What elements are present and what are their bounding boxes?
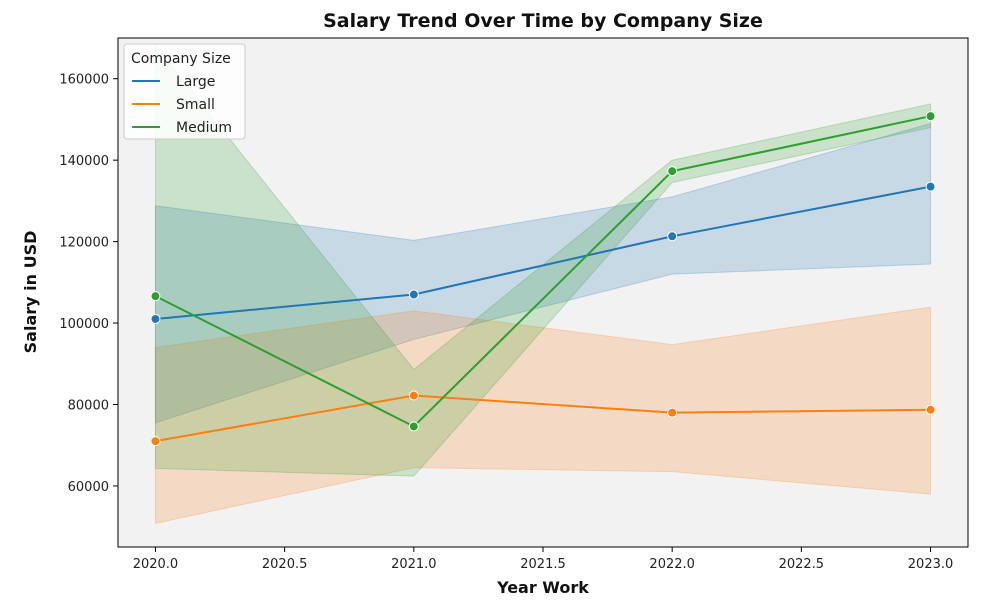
series-lines (155, 115, 931, 443)
y-axis: 60000 80000 100000 120000 140000 160000 (59, 73, 118, 495)
y-tick-label: 100000 (59, 317, 109, 332)
data-point-large (408, 289, 419, 300)
legend-box (123, 43, 246, 140)
data-point-large (150, 313, 161, 324)
x-tick-label: 2022.5 (779, 557, 825, 572)
x-axis: 2020.0 2020.5 2021.0 2021.5 2022.0 2022.5 2023… (133, 547, 954, 572)
y-tick-label: 140000 (59, 154, 109, 169)
y-tick-label: 160000 (59, 73, 109, 88)
y-tick-label: 80000 (68, 398, 109, 413)
ci-band-large (154, 122, 932, 424)
data-point-medium (150, 291, 161, 302)
data-point-medium (408, 421, 419, 432)
chart-title: Salary Trend Over Time by Company Size (323, 10, 763, 32)
ci-band-small (154, 306, 932, 525)
data-point-medium (667, 166, 678, 177)
y-tick-label: 60000 (68, 480, 109, 495)
legend-label-large: Large (176, 74, 215, 90)
data-point-medium (925, 111, 936, 122)
x-tick-label: 2022.0 (649, 557, 695, 572)
plot-area (118, 38, 968, 547)
data-point-small (408, 390, 419, 401)
legend-label-medium: Medium (176, 120, 232, 136)
legend-items: Large Small Medium (132, 74, 232, 136)
y-axis-label: Salary in USD (21, 231, 40, 354)
x-tick-label: 2020.5 (262, 557, 308, 572)
legend-label-small: Small (176, 97, 215, 113)
data-point-large (925, 181, 936, 192)
series-markers (150, 111, 936, 447)
series-line-small (155, 394, 931, 443)
x-tick-label: 2023.0 (908, 557, 954, 572)
data-point-small (925, 404, 936, 415)
x-axis-label: Year Work (496, 578, 589, 597)
y-tick-label: 120000 (59, 236, 109, 251)
confidence-bands (154, 44, 932, 525)
legend: Company Size Large Small Medium (123, 43, 246, 140)
x-tick-label: 2020.0 (133, 557, 179, 572)
data-point-small (667, 407, 678, 418)
data-point-small (150, 436, 161, 447)
series-line-medium (155, 115, 931, 428)
series-line-large (155, 185, 931, 320)
ci-band-medium (154, 44, 932, 477)
legend-title: Company Size (131, 51, 231, 67)
data-point-large (667, 231, 678, 242)
x-tick-label: 2021.5 (520, 557, 566, 572)
x-tick-label: 2021.0 (391, 557, 437, 572)
